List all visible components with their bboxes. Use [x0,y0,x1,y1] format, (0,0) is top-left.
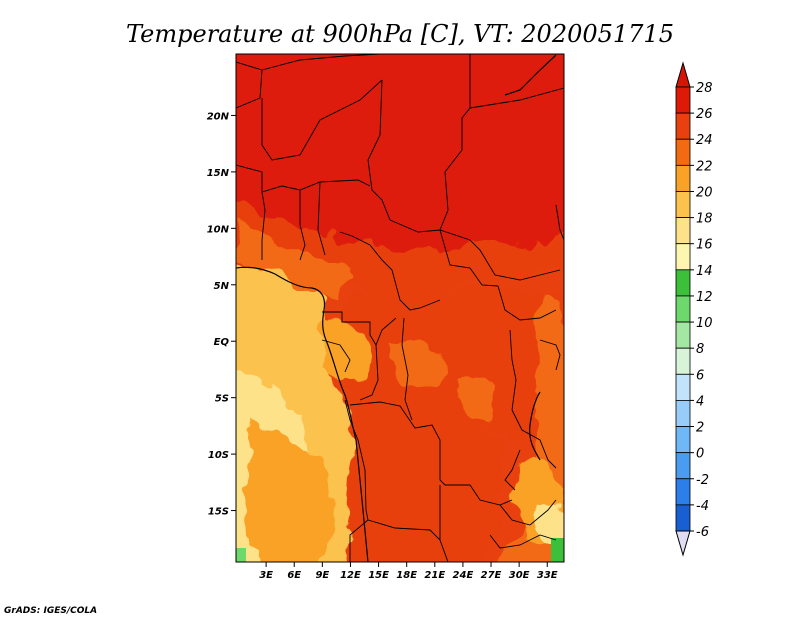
x-tick-label: 21E [424,570,445,581]
colorbar-label: 0 [696,447,704,462]
temperature-field [236,54,564,562]
country-borders [236,54,564,562]
region-central-hot [347,400,506,562]
colorbar-label: 2 [696,421,704,436]
colorbar-label: 20 [696,185,713,200]
colorbar-label: 12 [696,290,713,305]
colorbar-box [675,243,691,271]
y-tick-label: 10N [207,224,230,235]
colorbar-label: 18 [696,212,713,227]
colorbar-label: 14 [696,264,713,279]
colorbar-label: 28 [696,81,713,96]
x-axis: 3E 6E 9E 12E 15E 18E 21E 24E 27E 30E 33E [259,562,558,581]
coastlines [236,54,557,562]
y-tick-label: 15S [208,507,229,518]
x-tick-label: 6E [287,570,301,581]
colorbar-label: 4 [696,394,704,409]
colorbar-box [675,347,691,375]
colorbar-label: 24 [696,133,713,148]
region-sahara [236,54,564,260]
green-patch-sw [236,548,246,562]
x-tick-label: 30E [509,570,530,581]
colorbar-box [675,86,691,114]
x-tick-label: 12E [340,570,361,581]
colorbar-label: 16 [696,238,713,253]
x-tick-label: 18E [396,570,417,581]
colorbar-box [675,321,691,349]
y-tick-label: 5N [214,281,230,292]
colorbar-under-triangle [675,530,691,557]
colorbar-box [675,112,691,140]
colorbar-box [675,164,691,192]
colorbar-box [675,269,691,297]
grads-credit: GrADS: IGES/COLA [4,606,97,616]
colorbar-label: 10 [696,316,713,331]
region-congo-basin [344,288,564,442]
colorbar-box [675,400,691,427]
region-gabon-warm [321,319,370,382]
colorbar-box [675,191,691,218]
region-congo-patch [394,340,443,390]
colorbar-box [675,426,691,454]
y-tick-label: EQ [214,337,230,348]
x-tick-label: 24E [453,570,474,581]
green-patch-se [551,538,564,562]
colorbar-label: 6 [696,368,704,383]
colorbar-label: 8 [696,342,704,357]
region-zambia-patch [455,377,496,420]
colorbar-box [675,504,691,532]
y-tick-label: 20N [207,111,230,122]
y-axis: 20N 15N 10N 5N EQ 5S 10S 15S [207,111,236,518]
colorbar-label: -4 [696,499,709,514]
y-tick-label: 15N [207,168,230,179]
colorbar-box [675,138,691,166]
colorbar-over-triangle [675,61,691,88]
chart-title: Temperature at 900hPa [C], VT: 202005171… [126,20,674,48]
map-frame [235,53,565,563]
y-tick-label: 10S [208,450,229,461]
colorbar-box [675,217,691,245]
y-tick-label: 5S [215,394,229,405]
x-tick-label: 33E [537,570,558,581]
colorbar-box [675,478,691,506]
x-tick-label: 15E [368,570,389,581]
x-tick-label: 9E [315,570,329,581]
x-tick-label: 27E [481,570,502,581]
colorbar-box [675,452,691,480]
colorbar-box [675,295,691,323]
colorbar-label: 22 [696,159,713,174]
x-tick-label: 3E [259,570,273,581]
region-east-cool [536,499,564,550]
colorbar-label: -2 [696,473,709,488]
colorbar-label: 26 [696,107,713,122]
colorbar-label: -6 [696,525,709,540]
colorbar-box [675,373,691,401]
region-guinea-coast [236,220,345,300]
region-coast-orange [249,420,332,562]
